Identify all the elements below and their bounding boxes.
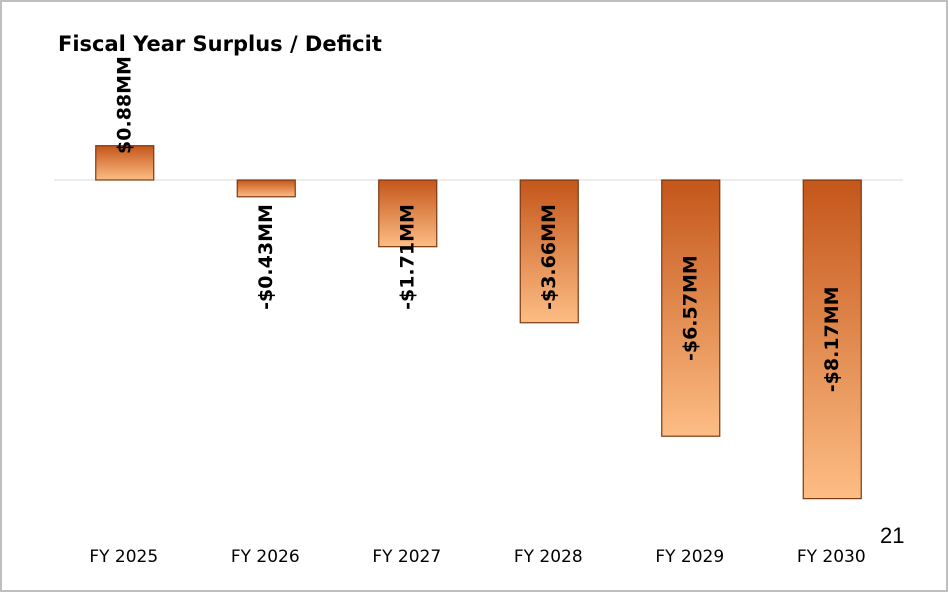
bar	[519, 179, 579, 324]
data-label: -$3.66MM	[538, 204, 560, 310]
x-tick-label: FY 2029	[655, 547, 724, 567]
bar	[802, 179, 862, 500]
x-tick-label: FY 2025	[89, 547, 158, 567]
bar	[661, 179, 721, 437]
plot: FY 2025 $0.88MM FY 2026 -$0.43MM FY 2027 -$1.…	[54, 56, 903, 567]
data-label: -$6.57MM	[679, 255, 701, 361]
bar	[236, 179, 296, 198]
x-tick-label: FY 2027	[372, 547, 441, 567]
x-tick-label: FY 2028	[514, 547, 583, 567]
bar	[378, 179, 438, 248]
x-tick-label: FY 2030	[797, 547, 866, 567]
data-label: -$8.17MM	[821, 286, 843, 392]
data-label: $0.88MM	[113, 56, 135, 154]
data-label: -$1.71MM	[396, 204, 418, 310]
data-label: -$0.43MM	[255, 204, 277, 310]
page-number: 21	[880, 523, 904, 548]
chart-title: Fiscal Year Surplus / Deficit	[58, 32, 382, 56]
bar	[95, 145, 155, 181]
x-tick-label: FY 2026	[231, 547, 300, 567]
